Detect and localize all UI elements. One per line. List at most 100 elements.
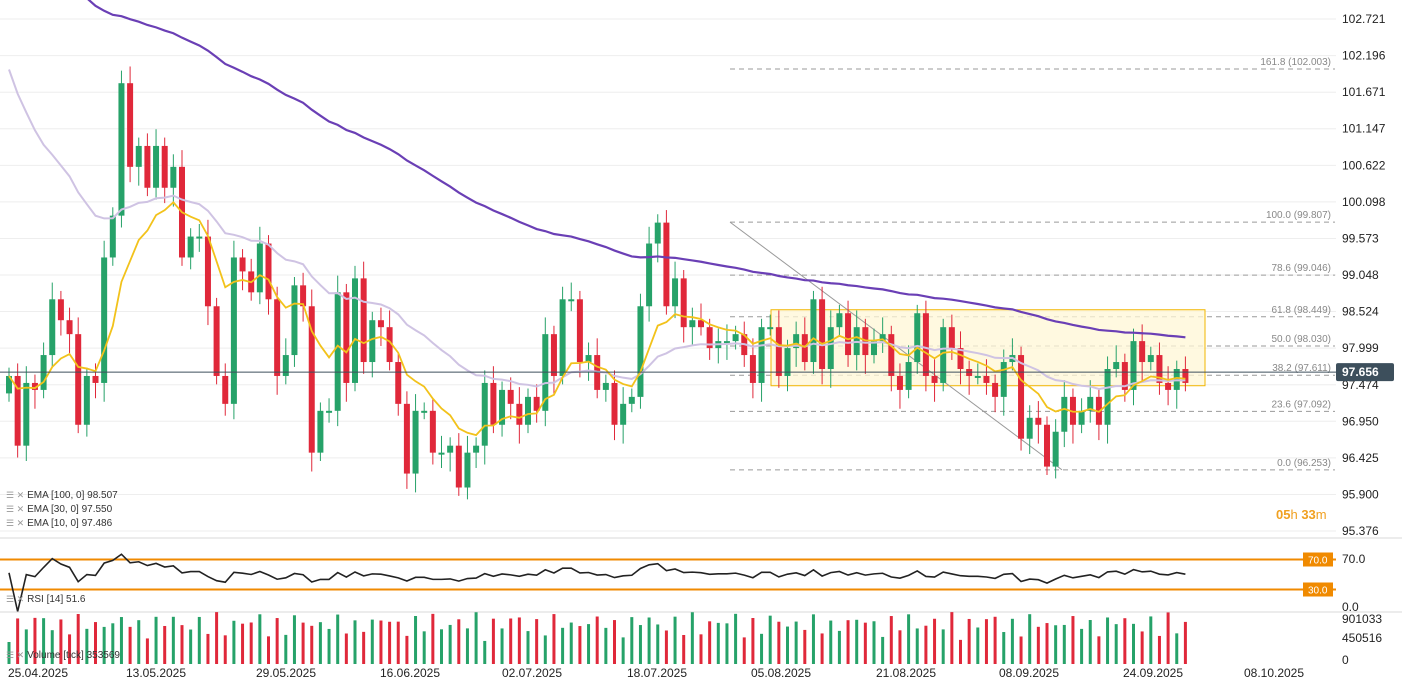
- candle-body: [568, 299, 575, 302]
- candle-body: [49, 299, 56, 356]
- price-tick-label: 102.196: [1342, 49, 1386, 63]
- candle-body: [663, 222, 670, 307]
- price-axis: 102.721 102.196 101.671 101.147 100.622 100.0…: [1342, 12, 1386, 538]
- timer-hours-unit: h: [1290, 507, 1298, 522]
- indicator-settings-icon[interactable]: ☰ ✕: [6, 594, 25, 604]
- volume-bar: [474, 612, 478, 664]
- volume-bar: [976, 627, 980, 664]
- candle-body: [1018, 355, 1025, 439]
- candle-body: [230, 257, 237, 404]
- volume-tick-label: 901033: [1342, 612, 1382, 626]
- volume-bar: [405, 635, 409, 664]
- candle-body: [412, 410, 419, 474]
- price-tick-label: 99.573: [1342, 231, 1379, 245]
- candle-body: [775, 327, 782, 376]
- volume-bar: [1166, 612, 1170, 664]
- volume-bar: [249, 622, 253, 664]
- volume-bar: [189, 629, 193, 664]
- candle-body: [698, 320, 704, 328]
- volume-bar: [924, 625, 928, 664]
- legend-ema100[interactable]: ☰ ✕ EMA [100, 0] 98.507: [6, 490, 118, 501]
- volume-bar: [1019, 636, 1023, 664]
- rsi-band-tag: [1303, 552, 1333, 567]
- candle-body: [732, 334, 739, 342]
- volume-bar: [465, 628, 469, 664]
- candle-body: [300, 285, 307, 307]
- volume-bar: [1010, 618, 1014, 664]
- volume-bar: [1106, 617, 1110, 664]
- volume-bar: [543, 635, 547, 664]
- time-tick-label: 13.05.2025: [126, 666, 186, 680]
- candle-body: [801, 334, 808, 363]
- volume-bar: [1045, 623, 1049, 664]
- candle-body: [23, 382, 30, 446]
- volume-bar: [396, 621, 400, 664]
- candle-body: [473, 445, 480, 453]
- price-tick-label: 98.524: [1342, 305, 1379, 319]
- candle-body: [481, 382, 488, 446]
- legend-rsi[interactable]: ☰ ✕ RSI [14] 51.6: [6, 594, 86, 605]
- candle-body: [282, 355, 289, 376]
- volume-bar: [440, 629, 443, 664]
- volume-bar: [491, 618, 495, 664]
- indicator-settings-icon[interactable]: ☰ ✕: [6, 518, 25, 528]
- time-tick-label: 21.08.2025: [876, 666, 936, 680]
- volume-bar: [907, 614, 911, 664]
- indicator-settings-icon[interactable]: ☰ ✕: [6, 490, 25, 500]
- candle-body: [352, 278, 358, 383]
- volume-bar: [267, 636, 270, 664]
- candle-body: [585, 355, 592, 363]
- volume-bar: [362, 631, 366, 664]
- indicator-settings-icon[interactable]: ☰ ✕: [6, 504, 25, 514]
- candle-body: [1061, 396, 1068, 432]
- candle-body: [922, 313, 929, 376]
- volume-bar: [145, 638, 149, 664]
- volume-bar: [163, 625, 167, 664]
- volume-bar: [137, 620, 141, 664]
- candle-body: [83, 375, 90, 425]
- candle-body: [810, 299, 817, 363]
- volume-bar: [16, 618, 20, 664]
- volume-pane: 901033 450516 0: [0, 611, 1402, 667]
- volume-tick-label: 450516: [1342, 631, 1382, 645]
- candle-body: [871, 341, 877, 356]
- volume-bar: [1036, 626, 1040, 664]
- candle-body: [256, 243, 263, 293]
- legend-volume[interactable]: ☰ ✕ Volume [tick] 353569: [6, 650, 120, 661]
- volume-bar: [1114, 624, 1118, 664]
- volume-bar: [318, 622, 322, 664]
- fibonacci-levels: 161.8 (102.003) 100.0 (99.807) 78.6 (99.04…: [730, 57, 1335, 471]
- volume-bar: [379, 620, 383, 664]
- volume-bar: [595, 616, 599, 664]
- price-tick-label: 95.376: [1342, 524, 1379, 538]
- volume-bar: [1149, 616, 1153, 664]
- price-tick-label: 96.425: [1342, 451, 1379, 465]
- price-tick-label: 101.671: [1342, 85, 1386, 99]
- candle-body: [602, 382, 609, 390]
- volume-bar: [889, 616, 893, 664]
- candles: [6, 66, 1189, 500]
- time-tick-label: 16.06.2025: [380, 666, 440, 680]
- time-axis: 25.04.2025 13.05.2025 29.05.2025 16.06.2025…: [8, 666, 1304, 680]
- legend-ema10[interactable]: ☰ ✕ EMA [10, 0] 97.486: [6, 518, 112, 529]
- candle-body: [723, 341, 730, 344]
- candle-body: [507, 389, 514, 404]
- candle-body: [386, 327, 393, 363]
- legend-rsi-text: RSI [14] 51.6: [27, 594, 86, 605]
- volume-bar: [535, 619, 539, 664]
- legend-ema30[interactable]: ☰ ✕ EMA [30, 0] 97.550: [6, 504, 112, 515]
- candle-body: [845, 313, 852, 356]
- candle-body: [948, 327, 955, 349]
- volume-bar: [621, 637, 625, 664]
- volume-bar: [898, 630, 902, 664]
- indicator-settings-icon[interactable]: ☰ ✕: [6, 650, 25, 660]
- last-price-tag: 97.656: [1336, 363, 1394, 382]
- volume-bar: [837, 630, 841, 664]
- candle-body: [957, 348, 964, 370]
- volume-bar: [7, 642, 11, 664]
- candle-body: [576, 299, 583, 363]
- candle-body: [360, 278, 367, 363]
- candle-body: [879, 334, 886, 342]
- candle-body: [239, 257, 246, 272]
